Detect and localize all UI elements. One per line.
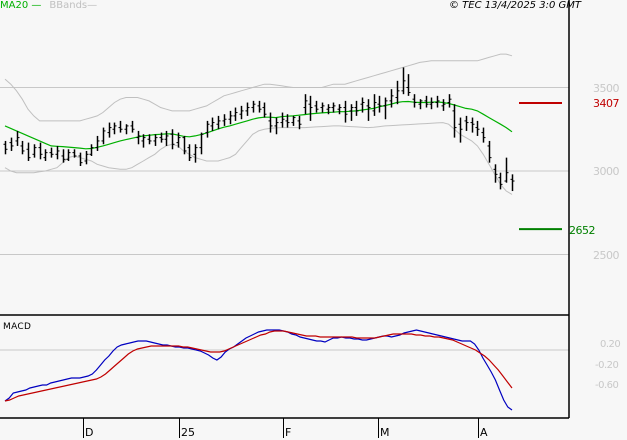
x-label-2025: 25 — [181, 426, 195, 439]
macd-title: MACD — [3, 322, 32, 332]
price-gridlines — [0, 87, 569, 351]
support-label: 2652 — [569, 224, 596, 237]
macd-lines — [4, 329, 513, 411]
copyright-timestamp: © TEC 13/4/2025 3:0 GMT — [449, 0, 581, 11]
x-label-feb: F — [285, 426, 292, 439]
ma20-line — [4, 100, 513, 150]
price-label-2500: 2500 — [593, 249, 620, 262]
x-label-mar: M — [380, 426, 390, 439]
legend-ma20: MA20 — — [0, 0, 42, 11]
price-label-3500: 3500 — [593, 82, 620, 95]
price-label-3000: 3000 — [593, 165, 620, 178]
x-label-dec: D — [85, 426, 94, 439]
x-label-apr: A — [480, 426, 488, 439]
chart-frame — [0, 0, 570, 419]
chart-legend: MA20 — BBands— — [0, 0, 97, 12]
x-axis-ticks — [83, 418, 479, 438]
legend-bbands: BBands— — [49, 0, 98, 11]
macd-label-0: 0.20 — [600, 339, 621, 350]
support-resistance-lines — [519, 102, 562, 231]
macd-label-1: -0.20 — [595, 360, 619, 371]
macd-label-2: -0.60 — [595, 380, 619, 391]
resistance-label: 3407 — [593, 97, 620, 110]
bollinger-bands — [4, 53, 513, 195]
ohlc-bars — [3, 67, 515, 192]
